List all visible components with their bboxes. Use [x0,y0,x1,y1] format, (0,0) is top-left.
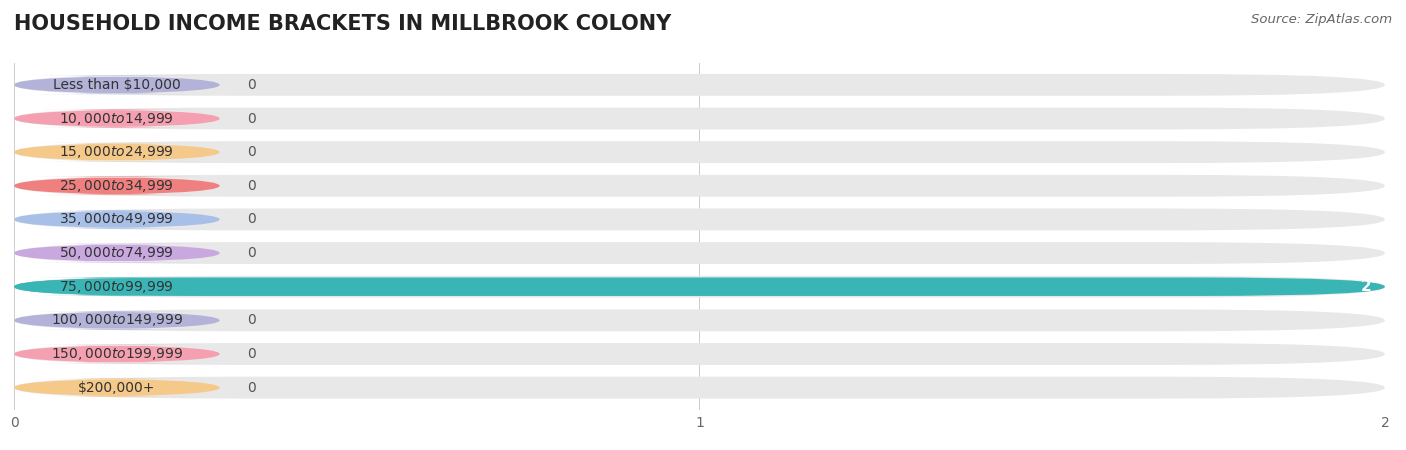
FancyBboxPatch shape [14,208,1385,230]
FancyBboxPatch shape [14,109,219,128]
Text: 0: 0 [247,347,256,361]
FancyBboxPatch shape [14,276,1385,297]
Text: 0: 0 [247,381,256,395]
FancyBboxPatch shape [14,74,1385,96]
Text: 0: 0 [247,112,256,126]
FancyBboxPatch shape [14,176,219,195]
Text: 0: 0 [247,179,256,193]
Text: $35,000 to $49,999: $35,000 to $49,999 [59,212,174,227]
FancyBboxPatch shape [14,175,1385,197]
FancyBboxPatch shape [14,343,1385,365]
Text: $25,000 to $34,999: $25,000 to $34,999 [59,178,174,194]
Text: 0: 0 [247,145,256,159]
Text: 0: 0 [247,212,256,226]
Text: HOUSEHOLD INCOME BRACKETS IN MILLBROOK COLONY: HOUSEHOLD INCOME BRACKETS IN MILLBROOK C… [14,14,671,33]
FancyBboxPatch shape [14,278,219,296]
FancyBboxPatch shape [14,210,219,229]
FancyBboxPatch shape [14,244,219,262]
FancyBboxPatch shape [14,143,219,162]
Text: $100,000 to $149,999: $100,000 to $149,999 [51,312,183,328]
FancyBboxPatch shape [14,76,219,94]
FancyBboxPatch shape [14,345,219,363]
FancyBboxPatch shape [14,377,1385,399]
FancyBboxPatch shape [14,311,219,329]
Text: $75,000 to $99,999: $75,000 to $99,999 [59,279,174,295]
FancyBboxPatch shape [14,108,1385,130]
Text: $150,000 to $199,999: $150,000 to $199,999 [51,346,183,362]
FancyBboxPatch shape [14,378,219,397]
Text: 0: 0 [247,246,256,260]
FancyBboxPatch shape [14,310,1385,331]
Text: Less than $10,000: Less than $10,000 [53,78,181,92]
Text: 0: 0 [247,78,256,92]
Text: $15,000 to $24,999: $15,000 to $24,999 [59,144,174,160]
FancyBboxPatch shape [14,278,1385,296]
Text: $200,000+: $200,000+ [79,381,156,395]
Text: $10,000 to $14,999: $10,000 to $14,999 [59,111,174,126]
FancyBboxPatch shape [14,141,1385,163]
Text: 0: 0 [247,313,256,327]
Text: $50,000 to $74,999: $50,000 to $74,999 [59,245,174,261]
Text: Source: ZipAtlas.com: Source: ZipAtlas.com [1251,14,1392,27]
FancyBboxPatch shape [14,242,1385,264]
Text: 2: 2 [1361,279,1371,294]
